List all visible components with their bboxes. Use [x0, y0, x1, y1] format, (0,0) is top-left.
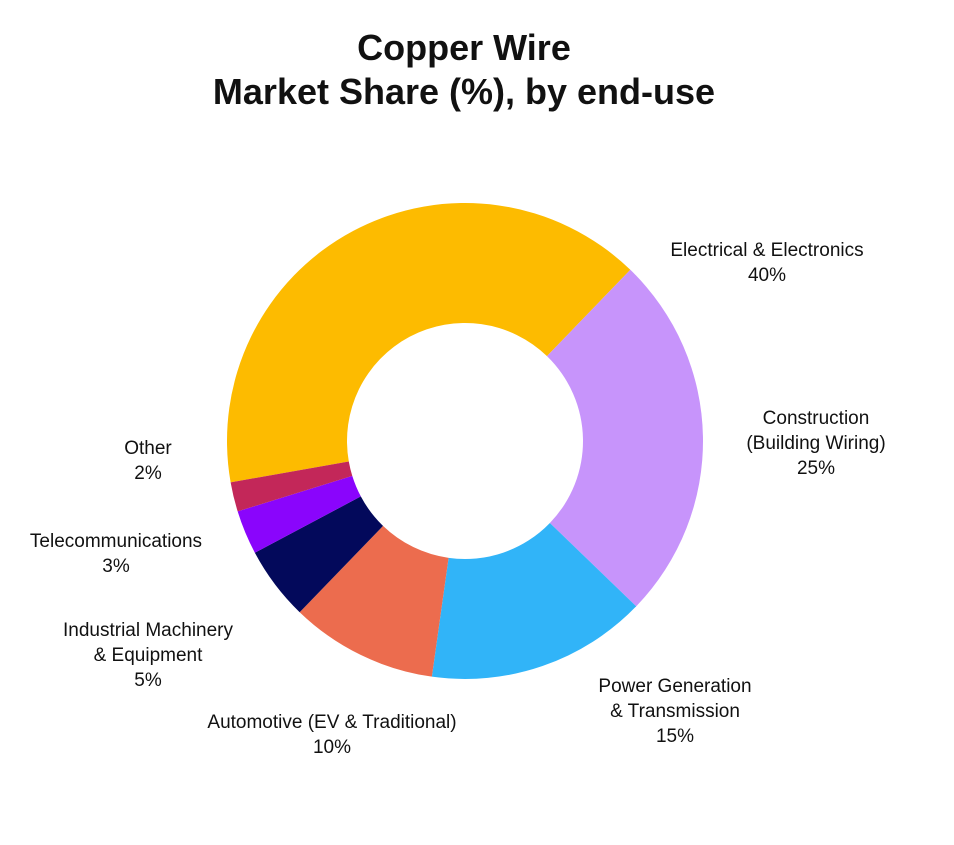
slice-6 [230, 461, 353, 512]
slice-name-1-line-1: (Building Wiring) [746, 433, 885, 454]
slice-name-5-line-0: Telecommunications [30, 531, 202, 552]
slice-label-0: Electrical & Electronics 40% [670, 240, 863, 286]
slice-value-0: 40% [748, 265, 786, 286]
slice-labels: Electrical & Electronics 40% Construction (… [30, 240, 886, 758]
slice-name-4-line-1: & Equipment [94, 645, 204, 666]
slice-label-5: Telecommunications 3% [30, 531, 202, 577]
slice-0 [227, 203, 631, 483]
slice-value-5: 3% [102, 556, 130, 577]
slice-name-3-line-0: Automotive (EV & Traditional) [207, 712, 456, 733]
slice-value-2: 15% [656, 726, 694, 747]
slice-name-1-line-0: Construction [763, 408, 870, 429]
slice-label-2: Power Generation & Transmission 15% [598, 676, 751, 747]
slice-label-3: Automotive (EV & Traditional) 10% [207, 712, 456, 758]
slice-label-4: Industrial Machinery & Equipment 5% [63, 620, 234, 691]
chart-title: Copper Wire Market Share (%), by end-use [0, 26, 928, 114]
slice-2 [431, 522, 637, 679]
slice-name-2-line-0: Power Generation [598, 676, 751, 697]
slice-label-1: Construction (Building Wiring) 25% [746, 408, 885, 479]
slice-value-3: 10% [313, 737, 351, 758]
slice-5 [237, 475, 361, 553]
slice-name-2-line-1: & Transmission [610, 701, 740, 722]
chart-title-line-2: Market Share (%), by end-use [212, 71, 716, 112]
slice-label-6: Other 2% [124, 438, 172, 484]
slice-value-4: 5% [134, 670, 162, 691]
slice-name-0-line-0: Electrical & Electronics [670, 240, 863, 261]
slice-1 [546, 269, 704, 607]
slice-3 [299, 525, 449, 677]
donut-slices [227, 203, 704, 679]
slice-value-6: 2% [134, 463, 162, 484]
slice-value-1: 25% [797, 458, 835, 479]
chart-title-line-1: Copper Wire [357, 27, 571, 68]
slice-4 [254, 496, 384, 613]
slice-name-6-line-0: Other [124, 438, 172, 459]
slice-name-4-line-0: Industrial Machinery [63, 620, 234, 641]
